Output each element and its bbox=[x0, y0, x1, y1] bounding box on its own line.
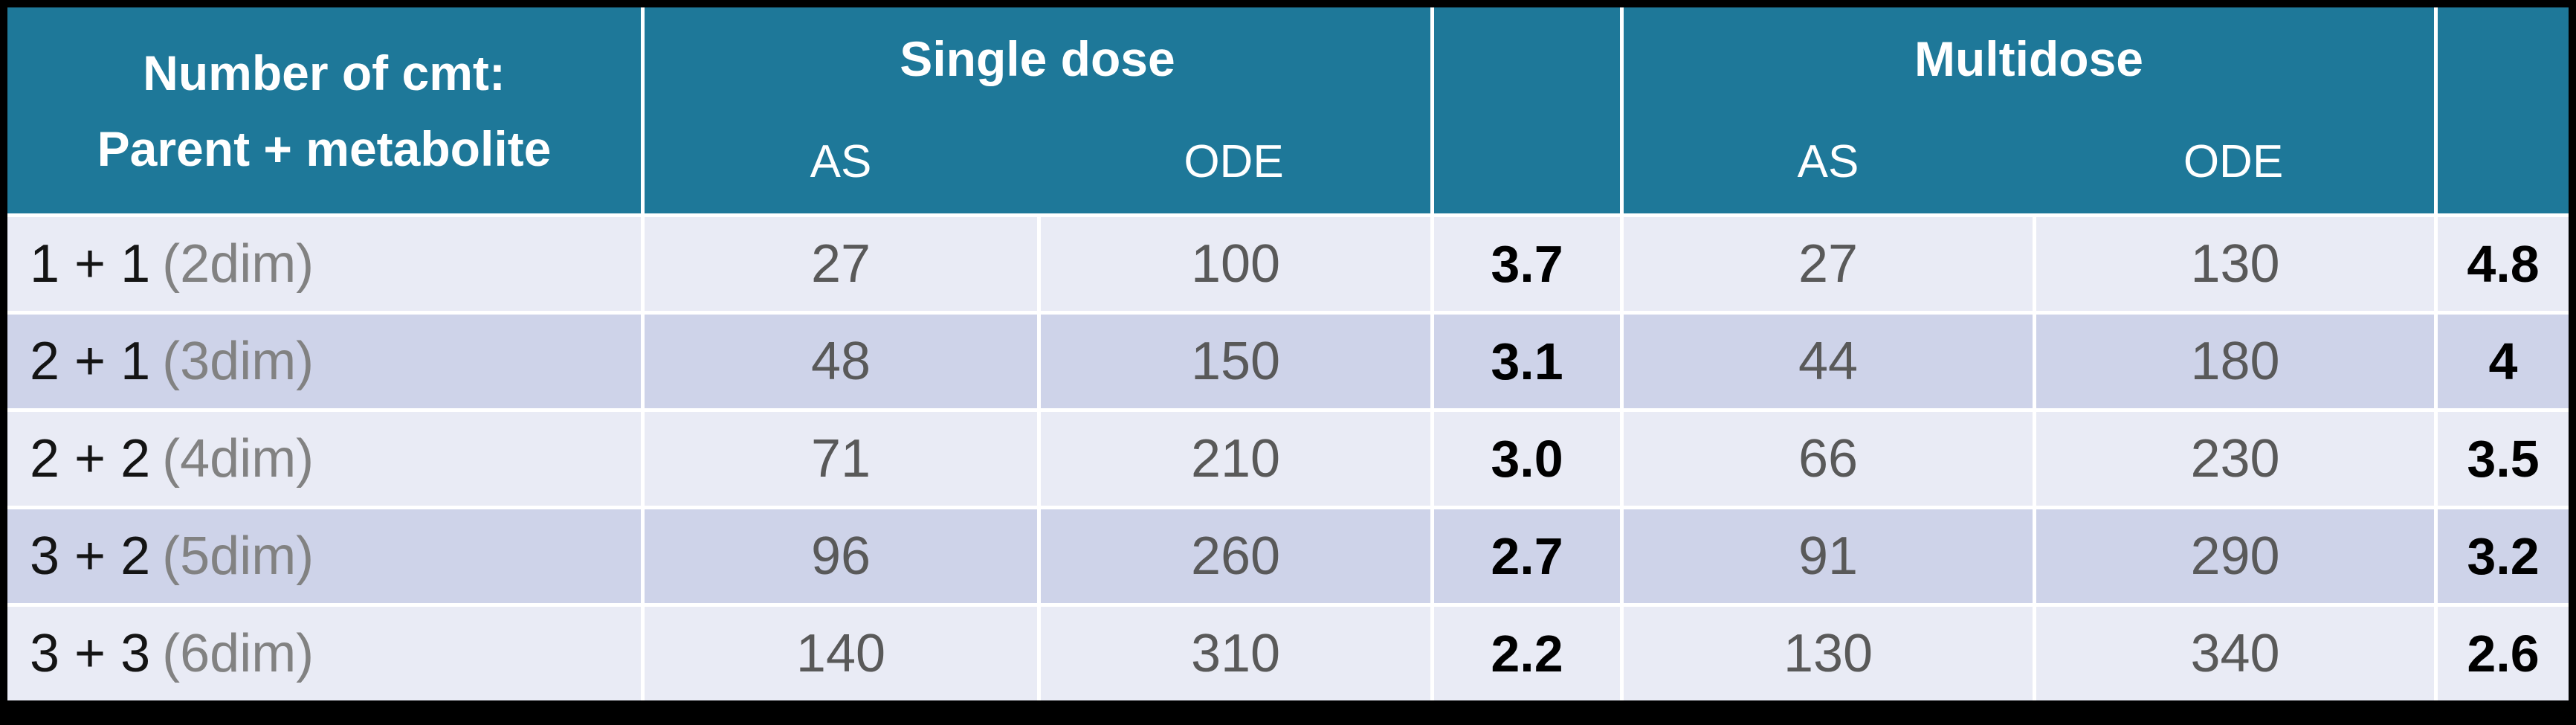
subheader-multi-ode: ODE bbox=[2033, 110, 2435, 213]
row-label: 2 + 2 bbox=[30, 429, 151, 489]
corner-header-line1: Number of cmt: bbox=[143, 45, 506, 100]
cell-multi-as: 27 bbox=[1620, 213, 2033, 311]
row-label: 3 + 3 bbox=[30, 624, 151, 683]
header-row-methods: AS ODE AS ODE bbox=[7, 110, 2569, 213]
cell-multi-as: 130 bbox=[1620, 603, 2033, 700]
cell-multi-ode: 340 bbox=[2033, 603, 2435, 700]
header-row-groups: Number of cmt: Parent + metabolite Singl… bbox=[7, 7, 2569, 213]
cell-multi-ratio: 2.6 bbox=[2434, 603, 2569, 700]
cell-single-as: 71 bbox=[641, 408, 1037, 506]
row-label: 2 + 1 bbox=[30, 332, 151, 391]
table-row-3plus3: 3 + 3 (6dim) 140 310 2.2 130 340 2.6 bbox=[7, 603, 2569, 700]
cell-single-ode: 260 bbox=[1037, 506, 1431, 603]
cell-multi-ode: 230 bbox=[2033, 408, 2435, 506]
cell-single-ode: 150 bbox=[1037, 311, 1431, 408]
row-label-cell: 3 + 3 (6dim) bbox=[7, 603, 641, 700]
ratio-column-header-multi bbox=[2434, 7, 2569, 213]
cell-multi-ratio: 4.8 bbox=[2434, 213, 2569, 311]
table-row-2plus1: 2 + 1 (3dim) 48 150 3.1 44 180 4 bbox=[7, 311, 2569, 408]
row-label: 1 + 1 bbox=[30, 234, 151, 294]
cell-single-ode: 100 bbox=[1037, 213, 1431, 311]
table-row-2plus2: 2 + 2 (4dim) 71 210 3.0 66 230 3.5 bbox=[7, 408, 2569, 506]
cell-single-ratio: 3.7 bbox=[1430, 213, 1621, 311]
row-label-cell: 1 + 1 (2dim) bbox=[7, 213, 641, 311]
cell-multi-ratio: 3.2 bbox=[2434, 506, 2569, 603]
subheader-multi-as: AS bbox=[1620, 110, 2033, 213]
row-label-cell: 2 + 2 (4dim) bbox=[7, 408, 641, 506]
cell-multi-ode: 180 bbox=[2033, 311, 2435, 408]
cell-multi-as: 44 bbox=[1620, 311, 2033, 408]
row-dim-label: (4dim) bbox=[162, 429, 314, 489]
subheader-single-as: AS bbox=[641, 110, 1037, 213]
cell-multi-ratio: 4 bbox=[2434, 311, 2569, 408]
subheader-single-ode: ODE bbox=[1037, 110, 1431, 213]
cell-multi-ode: 130 bbox=[2033, 213, 2435, 311]
corner-header: Number of cmt: Parent + metabolite bbox=[7, 7, 641, 213]
cell-single-as: 48 bbox=[641, 311, 1037, 408]
cell-single-ratio: 3.1 bbox=[1430, 311, 1621, 408]
group-header-single-dose: Single dose bbox=[641, 7, 1431, 110]
row-label: 3 + 2 bbox=[30, 526, 151, 586]
cell-single-ode: 210 bbox=[1037, 408, 1431, 506]
cell-single-ratio: 2.2 bbox=[1430, 603, 1621, 700]
cell-single-ratio: 3.0 bbox=[1430, 408, 1621, 506]
row-dim-label: (2dim) bbox=[162, 234, 314, 294]
group-header-multidose: Multidose bbox=[1620, 7, 2435, 110]
cell-single-as: 140 bbox=[641, 603, 1037, 700]
row-dim-label: (5dim) bbox=[162, 526, 314, 586]
row-label-cell: 2 + 1 (3dim) bbox=[7, 311, 641, 408]
cell-single-ode: 310 bbox=[1037, 603, 1431, 700]
table-row-3plus2: 3 + 2 (5dim) 96 260 2.7 91 290 3.2 bbox=[7, 506, 2569, 603]
cell-multi-ode: 290 bbox=[2033, 506, 2435, 603]
cell-multi-as: 91 bbox=[1620, 506, 2033, 603]
row-dim-label: (3dim) bbox=[162, 332, 314, 391]
ratio-column-header-single bbox=[1430, 7, 1621, 213]
corner-header-line2: Parent + metabolite bbox=[97, 120, 552, 176]
row-label-cell: 3 + 2 (5dim) bbox=[7, 506, 641, 603]
row-dim-label: (6dim) bbox=[162, 624, 314, 683]
cell-multi-ratio: 3.5 bbox=[2434, 408, 2569, 506]
cell-single-as: 96 bbox=[641, 506, 1037, 603]
cell-single-as: 27 bbox=[641, 213, 1037, 311]
cell-multi-as: 66 bbox=[1620, 408, 2033, 506]
cell-single-ratio: 2.7 bbox=[1430, 506, 1621, 603]
results-table: Number of cmt: Parent + metabolite Singl… bbox=[7, 7, 2569, 700]
table-row-1plus1: 1 + 1 (2dim) 27 100 3.7 27 130 4.8 bbox=[7, 213, 2569, 311]
